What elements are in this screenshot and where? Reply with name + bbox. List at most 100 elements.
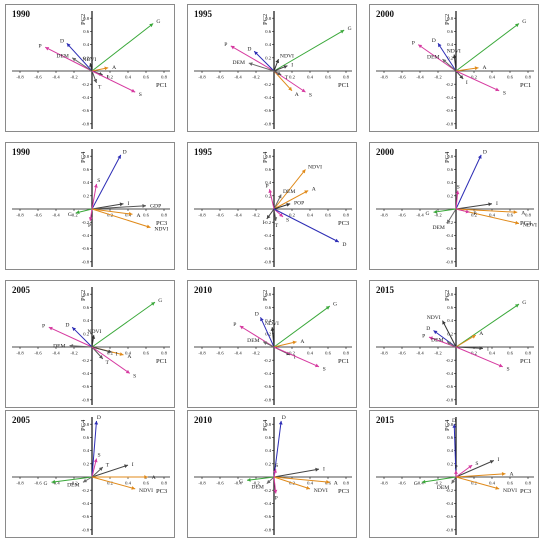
x-tick-label: -0.8 (16, 351, 24, 356)
loading-vector: I (273, 466, 325, 478)
loading-vector: T (91, 462, 110, 478)
vector-label: NDVI (314, 488, 328, 494)
vector-label: D (247, 46, 251, 52)
panel-year: 2005 (12, 285, 30, 295)
x-tick-label: -0.8 (198, 481, 206, 486)
y-tick-label: 0.8 (265, 16, 271, 21)
vector-label: D (65, 322, 69, 328)
y-tick-label: 0.4 (265, 318, 271, 323)
x-tick-label: 0.4 (125, 351, 131, 356)
vector-label: DEM (53, 343, 65, 349)
y-tick-label: 0.2 (447, 461, 453, 466)
x-tick-label: 0.6 (325, 213, 331, 218)
y-tick-label: 0.4 (83, 318, 89, 323)
y-tick-label: -0.4 (446, 371, 454, 376)
y-tick-label: 0.8 (447, 422, 453, 427)
vector-label: A (112, 65, 116, 71)
vector-label: A (152, 475, 156, 481)
vector-label: DEM (283, 189, 295, 195)
loading-vector: I (91, 462, 134, 478)
vector-label: DEM (431, 338, 443, 344)
x-tick-label: 0.4 (125, 75, 131, 80)
vector-label: DEM (432, 225, 444, 231)
vector-label: I (263, 220, 265, 226)
panel-year: 2015 (376, 415, 394, 425)
y-tick-label: 0.4 (447, 42, 453, 47)
loading-vector: DEM (427, 54, 457, 72)
loading-vector: P (454, 464, 458, 477)
y-tick-label: 0.8 (447, 16, 453, 21)
y-tick-label: 0.6 (447, 29, 453, 34)
y-tick-label: -0.4 (446, 501, 454, 506)
vector-label: A (136, 213, 140, 219)
vector-label: NDVI (280, 53, 294, 59)
y-tick-label: -0.8 (82, 527, 90, 532)
x-tick-label: -0.6 (216, 481, 224, 486)
x-axis-title: PC3 (520, 220, 531, 227)
x-axis-title: PC3 (156, 488, 167, 495)
y-tick-label: 0.6 (265, 435, 271, 440)
y-tick-label: 0.6 (83, 435, 89, 440)
vector-label: GDP (150, 203, 161, 209)
x-tick-label: -0.2 (252, 351, 260, 356)
y-tick-label: 0.8 (447, 292, 453, 297)
vector-label: NDVI (87, 329, 101, 335)
vector-label: A (509, 471, 513, 477)
loading-vector: DEM (431, 338, 457, 348)
loading-vector: NDVI (273, 164, 322, 210)
biplot-svg: -0.8 -0.6 -0.4 -0.2 0.2 0.4 0.6 0.8 0.8 0.6 0.4 0.2… (376, 149, 537, 267)
vector-label: I (496, 201, 498, 207)
y-tick-label: 0.4 (265, 42, 271, 47)
vector-label: S (309, 92, 312, 98)
vector-label: S (139, 92, 142, 98)
x-tick-label: 0.2 (107, 351, 113, 356)
x-tick-label: -0.2 (252, 481, 260, 486)
loading-vector: NDVI (273, 476, 328, 494)
loading-vector: D (432, 38, 457, 72)
loading-vector: D (91, 415, 101, 478)
x-tick-label: 0.4 (307, 351, 313, 356)
x-tick-label: 0.6 (143, 351, 149, 356)
vector-label: POP (294, 200, 304, 206)
loading-vector: S (91, 453, 101, 478)
loading-vector: A (273, 476, 338, 487)
vector-label: NDVI (154, 227, 168, 233)
loading-vector: A (455, 471, 514, 478)
loading-vector: DEM (56, 54, 93, 72)
loading-vector: I (455, 457, 499, 478)
x-tick-label: -0.6 (216, 213, 224, 218)
y-tick-label: 0.6 (265, 29, 271, 34)
vector-label: DEM (67, 482, 79, 488)
x-tick-label: -0.2 (434, 75, 442, 80)
vector-label: D (432, 38, 436, 44)
loading-vector: DEM (53, 343, 93, 349)
loading-vector: G (414, 476, 457, 487)
loading-vector: S (455, 70, 506, 96)
y-tick-label: 0.2 (447, 193, 453, 198)
biplot-svg: -0.8 -0.6 -0.4 -0.2 0.2 0.4 0.6 0.8 0.8 0.6 0.4 0.2… (194, 149, 352, 267)
x-tick-label: -0.4 (52, 75, 60, 80)
loading-vector: P (42, 324, 93, 348)
vector-label: D (282, 415, 286, 421)
x-axis-title: PC3 (338, 488, 349, 495)
vector-label: A (482, 65, 486, 71)
y-tick-label: 0.6 (447, 435, 453, 440)
vector-label: S (323, 366, 326, 372)
x-tick-label: 0.4 (489, 351, 495, 356)
vector-label: P (233, 322, 236, 328)
x-tick-label: -0.6 (216, 351, 224, 356)
loading-vector: S (91, 178, 100, 210)
vector-label: DEM (247, 338, 259, 344)
y-tick-label: -0.4 (82, 95, 90, 100)
loading-vector: I (273, 62, 293, 72)
vector-label: NDVI (447, 49, 461, 55)
loading-vector: P (88, 208, 93, 229)
y-tick-label: 0.8 (83, 16, 89, 21)
x-tick-label: 0.2 (289, 213, 295, 218)
vector-label: S (286, 218, 289, 224)
biplot-svg: -0.8 -0.6 -0.4 -0.2 0.2 0.4 0.6 0.8 0.8 0.6 0.4 0.2… (376, 287, 534, 405)
y-tick-label: -0.6 (446, 108, 454, 113)
y-tick-label: -0.6 (264, 384, 272, 389)
y-tick-label: -0.4 (446, 233, 454, 238)
x-tick-label: -0.2 (252, 213, 260, 218)
